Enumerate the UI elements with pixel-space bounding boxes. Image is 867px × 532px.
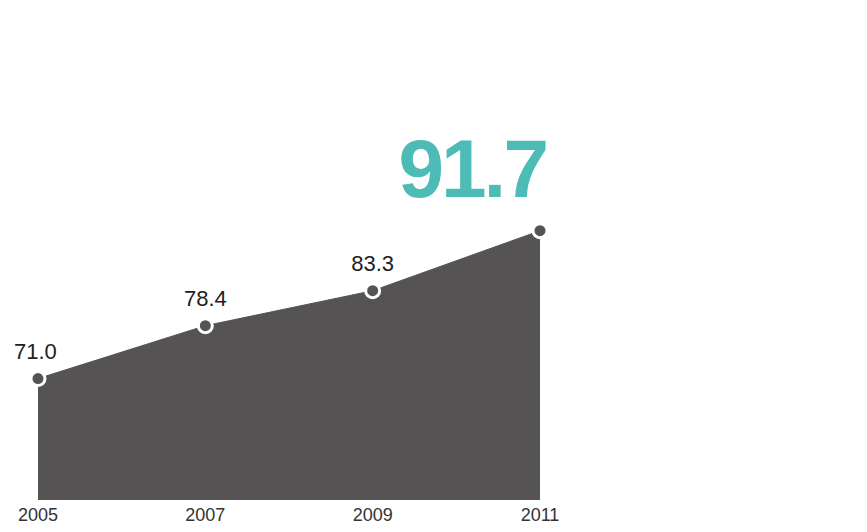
svg-text:2007: 2007 (185, 505, 225, 525)
svg-text:2009: 2009 (353, 505, 393, 525)
svg-text:2011: 2011 (521, 505, 560, 525)
svg-text:71.0: 71.0 (14, 339, 57, 364)
svg-text:2005: 2005 (18, 505, 58, 525)
svg-text:78.4: 78.4 (184, 286, 227, 311)
svg-text:91.7: 91.7 (398, 123, 546, 214)
svg-text:83.3: 83.3 (351, 251, 394, 276)
